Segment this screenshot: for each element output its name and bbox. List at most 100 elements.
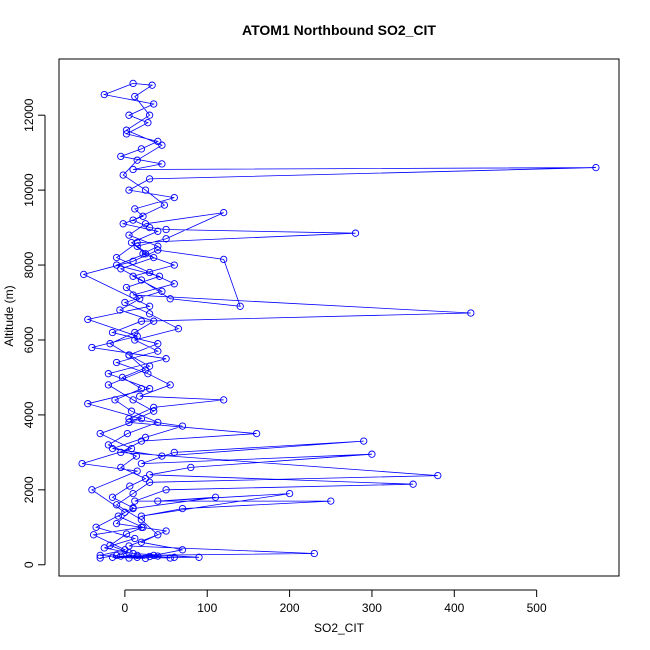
data-point (158, 452, 166, 460)
x-tick-label: 300 (362, 601, 382, 615)
data-point (139, 212, 147, 220)
data-point (125, 111, 133, 119)
data-point (141, 220, 150, 228)
data-point (131, 497, 139, 505)
x-tick-label: 500 (527, 601, 547, 615)
data-point (150, 407, 158, 415)
data-point (137, 415, 146, 423)
data-point (150, 100, 158, 108)
data-point (129, 272, 137, 280)
data-point (104, 381, 113, 389)
y-tick-label: 6000 (22, 326, 36, 353)
y-tick-label: 2000 (22, 476, 36, 503)
data-point (160, 201, 169, 209)
data-point (154, 242, 162, 250)
data-point (125, 542, 133, 550)
data-point (116, 306, 124, 314)
data-point (351, 229, 360, 237)
data-point (125, 418, 133, 427)
data-point (133, 242, 141, 250)
data-point (104, 370, 113, 378)
data-point (129, 216, 137, 224)
data-point (112, 253, 121, 262)
data-point (137, 145, 146, 153)
data-point (220, 208, 228, 217)
y-tick-label: 4000 (22, 401, 36, 428)
data-point (154, 347, 162, 355)
data-point (158, 141, 166, 149)
data-point (145, 478, 154, 486)
plot-frame (58, 58, 620, 577)
data-point (154, 497, 162, 505)
data-point (133, 156, 141, 164)
data-point (129, 396, 137, 404)
data-point (145, 362, 154, 370)
data-point (141, 366, 150, 374)
data-point (122, 130, 131, 138)
data-point (166, 381, 174, 389)
data-point (133, 553, 141, 561)
data-point (170, 448, 178, 457)
data-point (127, 238, 136, 247)
data-point (150, 253, 158, 262)
x-tick-label: 400 (444, 601, 464, 615)
data-point (150, 403, 158, 412)
data-point (117, 448, 125, 457)
data-point (162, 486, 170, 494)
data-point (84, 400, 92, 408)
data-point (119, 220, 127, 228)
data-point (136, 392, 144, 400)
data-point (117, 552, 125, 560)
data-point (122, 126, 131, 134)
data-point (137, 538, 146, 546)
data-point (108, 328, 117, 337)
data-point (106, 340, 114, 348)
data-point (467, 309, 475, 317)
data-point (141, 474, 150, 483)
data-point (145, 471, 154, 479)
data-point (84, 315, 92, 324)
data-point (129, 489, 137, 498)
data-point (178, 546, 187, 554)
data-point (125, 415, 133, 423)
data-point (126, 482, 134, 490)
x-tick-label: 100 (197, 601, 217, 615)
data-point (100, 90, 108, 99)
data-point (368, 450, 376, 458)
data-point (112, 261, 121, 269)
data-point (145, 552, 154, 561)
data-point (117, 265, 125, 273)
data-point (285, 489, 294, 498)
data-point (137, 317, 146, 325)
data-point (121, 298, 129, 307)
data-point (108, 553, 117, 561)
data-point (127, 407, 136, 415)
data-point (154, 418, 162, 427)
data-point (145, 268, 154, 277)
data-point (133, 238, 141, 247)
data-point (148, 81, 156, 89)
data-point (141, 433, 150, 442)
x-tick-label: 200 (280, 601, 300, 615)
data-point (154, 531, 162, 539)
data-point (78, 459, 86, 468)
data-point (252, 429, 261, 438)
data-point (89, 531, 98, 539)
data-point (106, 541, 114, 549)
data-point (154, 246, 162, 254)
data-point (220, 396, 228, 404)
data-point (119, 171, 127, 179)
y-axis-label: Altitude (m) (2, 285, 16, 346)
chart-title: ATOM1 Northbound SO2_CIT (242, 22, 436, 38)
data-point (122, 530, 131, 538)
data-point (127, 444, 136, 453)
data-point (96, 551, 104, 560)
data-point (145, 302, 154, 310)
data-point (141, 186, 150, 194)
data-point (131, 205, 139, 213)
data-point (88, 343, 96, 352)
data-point (111, 396, 119, 404)
data-point (137, 385, 146, 393)
series-layer (78, 79, 600, 563)
